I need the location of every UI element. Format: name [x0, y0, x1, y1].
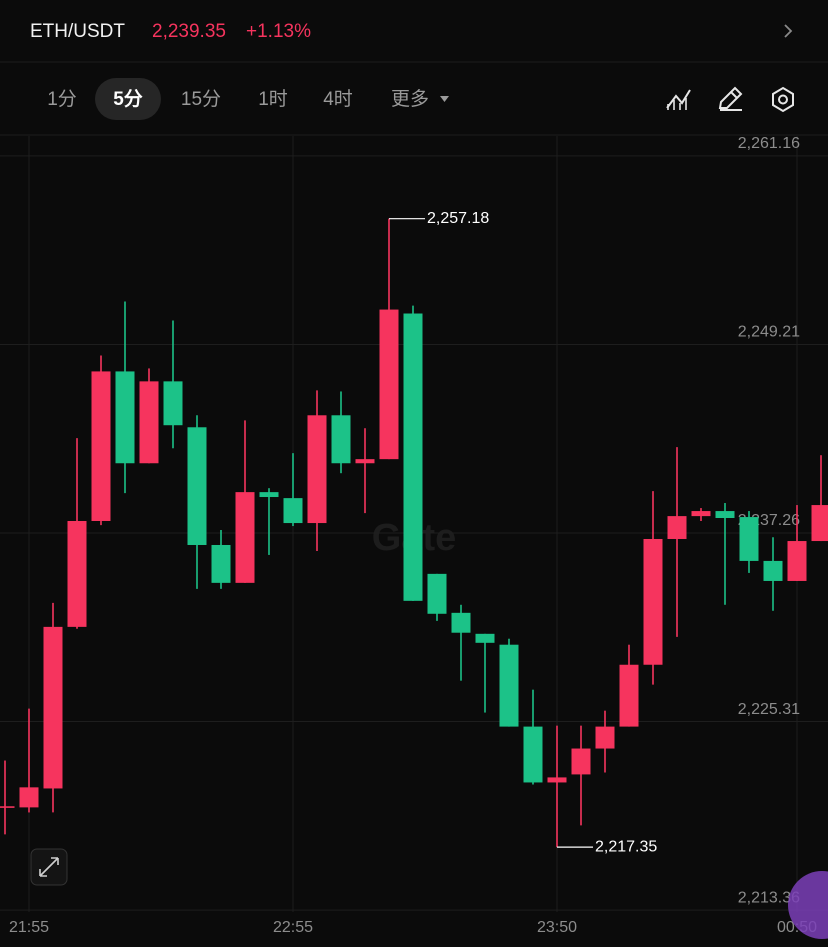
interval-tab[interactable]: 4时: [323, 88, 353, 110]
candle-body: [307, 415, 327, 524]
candle-body: [259, 492, 279, 498]
candle-body: [163, 381, 183, 426]
candle-body: [499, 644, 519, 727]
y-tick-label: 2,213.36: [738, 889, 800, 906]
indicator-bars: [667, 98, 687, 110]
x-tick-label: 22:55: [273, 919, 313, 936]
candle-body: [427, 573, 447, 614]
candle-body: [715, 511, 735, 519]
candle-body: [691, 511, 711, 517]
candle-body: [619, 664, 639, 727]
candle-body: [0, 806, 15, 808]
change: +1.13%: [246, 21, 311, 42]
chart: Gate21:5522:5523:5000:502,261.162,249.21…: [0, 135, 828, 936]
annotation: 2,217.35: [595, 838, 657, 855]
candle-body: [43, 626, 63, 789]
candle-body: [475, 633, 495, 643]
interval-tab[interactable]: 15分: [181, 88, 221, 110]
tab-selected-bg: [95, 78, 161, 120]
candle-body: [355, 459, 375, 464]
candle-body: [787, 541, 807, 581]
interval-tab[interactable]: 1时: [258, 88, 288, 110]
x-tick-label: 23:50: [537, 919, 577, 936]
candle-body: [739, 517, 759, 561]
annotation: 2,257.18: [427, 210, 489, 227]
y-tick-label: 2,225.31: [738, 701, 800, 718]
candle-body: [211, 544, 231, 583]
candle-body: [235, 492, 255, 583]
interval-tabs: 1分 5分 15分 1时 4时 更多: [47, 78, 449, 120]
candle-body: [403, 313, 423, 601]
indicator-icon[interactable]: [666, 89, 691, 109]
candle-body: [547, 777, 567, 783]
interval-tab[interactable]: 1分: [47, 88, 77, 110]
interval-tab[interactable]: 更多: [391, 88, 429, 110]
candle-body: [187, 427, 207, 545]
candle-body: [811, 505, 828, 542]
candle-body: [595, 726, 615, 749]
candle-body: [283, 498, 303, 524]
assistant-bubble[interactable]: [788, 871, 828, 939]
candle-body: [19, 787, 39, 808]
chevron[interactable]: [784, 24, 793, 38]
candle-body: [523, 726, 543, 783]
candle-body: [115, 371, 135, 464]
candle-body: [379, 309, 399, 460]
settings-icon[interactable]: [772, 86, 794, 113]
candle-body: [331, 415, 351, 464]
dropdown-arrow: [440, 96, 449, 102]
candle-body: [451, 612, 471, 633]
candle-body: [643, 538, 663, 665]
candle-body: [763, 560, 783, 581]
candle-body: [67, 521, 87, 627]
y-tick-label: 2,261.16: [738, 135, 800, 152]
price: 2,239.35: [152, 21, 226, 42]
candle-body: [91, 371, 111, 522]
candle-body: [139, 381, 159, 464]
expand-icon: [39, 857, 59, 877]
y-tick-label: 2,249.21: [738, 324, 800, 341]
interval-tab[interactable]: 5分: [113, 88, 143, 110]
x-tick-label: 21:55: [9, 919, 49, 936]
candle-body: [667, 516, 687, 539]
draw-icon[interactable]: [718, 86, 743, 111]
settings-icon-center: [778, 94, 788, 105]
pair[interactable]: ETH/USDT: [30, 21, 125, 42]
tool-icons: [666, 86, 794, 113]
candle-body: [571, 748, 591, 775]
